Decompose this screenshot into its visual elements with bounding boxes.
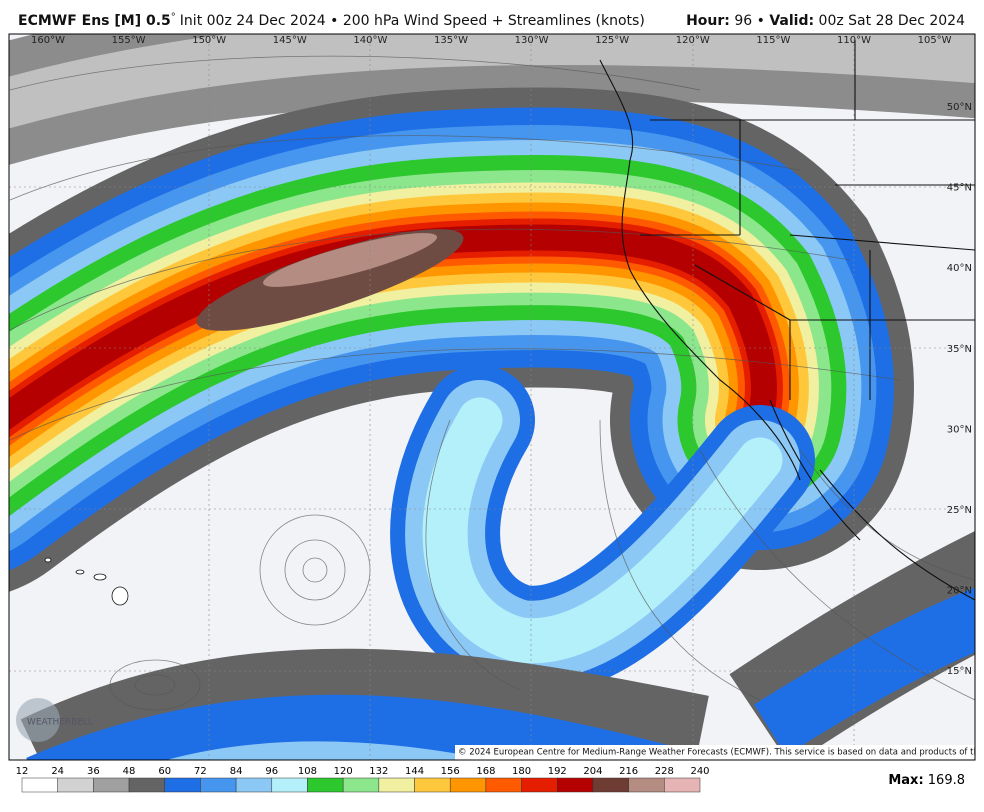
lon-label: 150°W [192, 35, 226, 46]
colorbar-swatch [557, 777, 594, 793]
colorbar-tick: 60 [158, 766, 171, 777]
valid-info: Hour: 96 • Valid: 00z Sat 28 Dec 2024 [686, 13, 965, 29]
lon-label: 145°W [273, 35, 307, 46]
colorbar-tick: 192 [548, 766, 567, 777]
lat-label: 50°N [947, 102, 972, 113]
valid: 00z Sat 28 Dec 2024 [819, 13, 966, 29]
colorbar-swatch [164, 777, 201, 793]
colorbar-swatch [592, 777, 629, 793]
speed-band [9, 224, 777, 433]
lon-label: 155°W [112, 35, 146, 46]
colorbar-swatch [271, 777, 308, 793]
map-frame [8, 33, 976, 761]
max-value: 169.8 [928, 773, 965, 788]
jet-core [262, 233, 438, 287]
colorbar-tick: 228 [655, 766, 674, 777]
colorbar-swatch [414, 777, 451, 793]
colorbar-swatch [128, 777, 165, 793]
colorbar-swatch [21, 777, 58, 793]
copyright: © 2024 European Centre for Medium-Range … [458, 748, 984, 758]
colorbar-swatch [628, 777, 665, 793]
colorbar-tick: 216 [619, 766, 638, 777]
lat-label: 20°N [947, 586, 972, 597]
coastline [599, 40, 975, 601]
lat-label: 35°N [947, 344, 972, 355]
lat-label: 25°N [947, 505, 972, 516]
colorbar-tick: 84 [230, 766, 243, 777]
colorbar-tick: 132 [369, 766, 388, 777]
graticule [9, 34, 975, 760]
logo: WEATHERBELL [27, 718, 93, 728]
colorbar-tick: 96 [265, 766, 278, 777]
colorbar-tick: 168 [476, 766, 495, 777]
lat-label: 15°N [947, 666, 972, 677]
logo-mark [16, 698, 60, 742]
max: Max: 169.8 [888, 773, 965, 788]
colorbar-swatch [449, 777, 487, 793]
lon-label: 130°W [515, 35, 549, 46]
map-field: 160°W 155°W 150°W 145°W 140°W 135°W 130°W 125°W… [9, 34, 984, 760]
lon-label: 140°W [353, 35, 387, 46]
colorbar-swatch [235, 777, 273, 793]
colorbar-tick: 24 [51, 766, 64, 777]
copyright-box [455, 745, 975, 760]
colorbar-tick: 108 [298, 766, 317, 777]
lon-label: 115°W [756, 35, 790, 46]
colorbar-tick: 12 [16, 766, 29, 777]
band [166, 741, 491, 760]
colorbar-tick: 156 [441, 766, 460, 777]
max-label: Max: [888, 773, 923, 788]
colorbar-tick: 36 [87, 766, 100, 777]
band [754, 587, 975, 756]
colorbar-swatch [307, 777, 344, 793]
colorbar-swatch [485, 777, 522, 793]
lat-label: 30°N [947, 424, 972, 435]
title-deg: ° [171, 12, 176, 23]
lat-label: 45°N [947, 183, 972, 194]
lat-label: 40°N [947, 263, 972, 274]
band [26, 694, 710, 760]
sep: • [757, 13, 765, 29]
hour: 96 [734, 13, 752, 29]
title: ECMWF Ens [M] 0.5° Init 00z 24 Dec 2024 •… [18, 12, 645, 29]
colorbar-swatch [57, 777, 94, 793]
title-bold: ECMWF Ens [M] 0.5 [18, 13, 171, 29]
colorbar-swatch [378, 777, 415, 793]
band [9, 34, 975, 129]
lon-label: 110°W [837, 35, 871, 46]
colorbar-tick: 204 [583, 766, 602, 777]
islands [44, 557, 129, 606]
colorbar-tick: 180 [512, 766, 531, 777]
colorbar-swatch [93, 777, 130, 793]
lon-label: 120°W [676, 35, 710, 46]
lon-label: 105°W [918, 35, 952, 46]
colorbar-tick: 240 [690, 766, 709, 777]
jet-stream [9, 87, 914, 696]
colorbar-swatch [664, 777, 701, 793]
colorbar-swatch [200, 777, 237, 793]
lon-label: 125°W [595, 35, 629, 46]
colorbar-tick: 48 [123, 766, 136, 777]
colorbar-tick: 144 [405, 766, 424, 777]
lon-labels: 160°W 155°W 150°W 145°W 140°W 135°W 130°W 125°W… [31, 35, 952, 46]
lon-label: 135°W [434, 35, 468, 46]
colorbar-tick: 72 [194, 766, 207, 777]
colorbar-swatch [521, 777, 558, 793]
colorbar-swatch [342, 777, 380, 793]
colorbar-tick: 120 [334, 766, 353, 777]
hour-label: Hour: [686, 13, 730, 29]
lat-labels: 50°N 45°N 40°N 35°N 30°N 25°N 20°N 15°N [947, 102, 972, 677]
colorbar: 12 24 36 48 60 72 84 96 108 120 132 144 156 168 180 192… [16, 766, 710, 793]
title-rest: Init 00z 24 Dec 2024 • 200 hPa Wind Spee… [180, 13, 645, 29]
speed-band [422, 397, 783, 664]
valid-label: Valid: [769, 13, 814, 29]
lon-label: 160°W [31, 35, 65, 46]
